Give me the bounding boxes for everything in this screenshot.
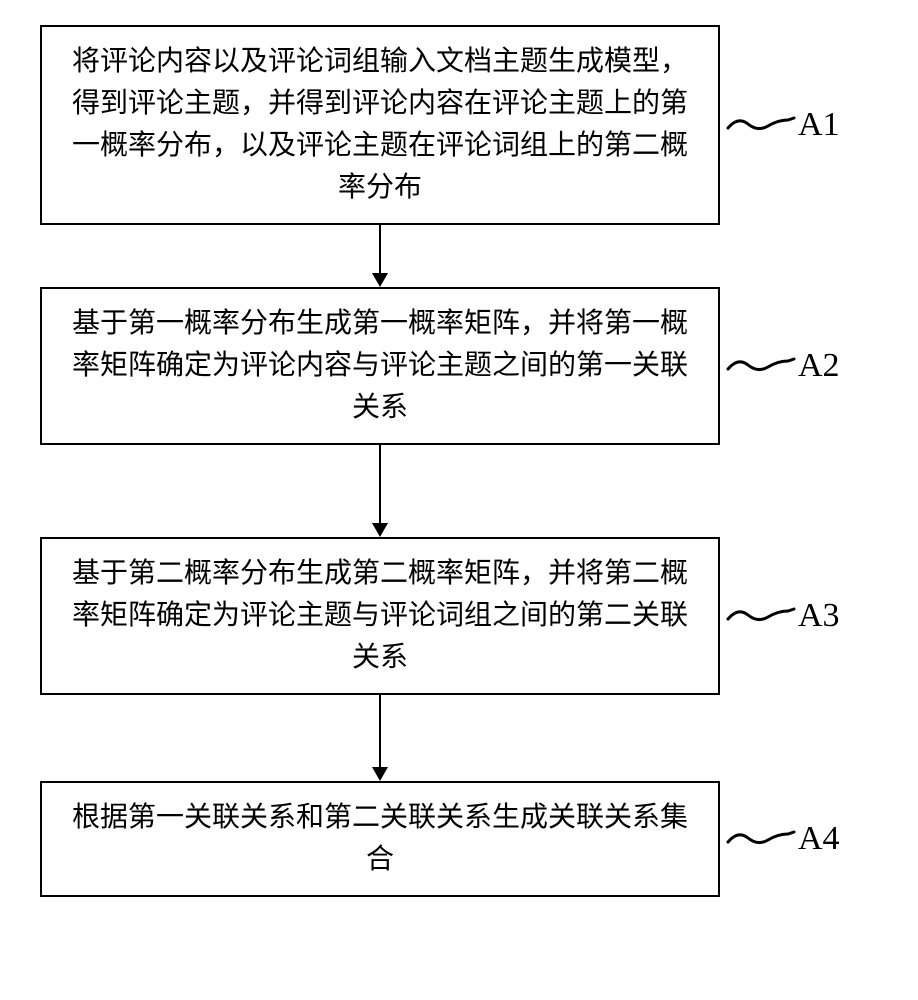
step-label-area: A4 <box>726 820 840 858</box>
flowchart-box: 基于第二概率分布生成第二概率矩阵，并将第二概率矩阵确定为评论主题与评论词组之间的… <box>40 537 720 695</box>
flowchart-step: 基于第二概率分布生成第二概率矩阵，并将第二概率矩阵确定为评论主题与评论词组之间的… <box>40 537 878 695</box>
flowchart-box: 根据第一关联关系和第二关联关系生成关联关系集合 <box>40 781 720 897</box>
squiggle-connector-icon <box>726 110 796 140</box>
step-text: 基于第二概率分布生成第二概率矩阵，并将第二概率矩阵确定为评论主题与评论词组之间的… <box>62 553 698 679</box>
flowchart-container: 将评论内容以及评论词组输入文档主题生成模型，得到评论主题，并得到评论内容在评论主… <box>40 25 878 897</box>
squiggle-connector-icon <box>726 351 796 381</box>
flowchart-step: 基于第一概率分布生成第一概率矩阵，并将第一概率矩阵确定为评论内容与评论主题之间的… <box>40 287 878 445</box>
step-label-area: A2 <box>726 347 840 385</box>
step-label: A2 <box>798 347 840 385</box>
flowchart-step: 根据第一关联关系和第二关联关系生成关联关系集合 A4 <box>40 781 878 897</box>
arrow-connector <box>40 695 720 781</box>
step-label: A4 <box>798 820 840 858</box>
step-text: 基于第一概率分布生成第一概率矩阵，并将第一概率矩阵确定为评论内容与评论主题之间的… <box>62 303 698 429</box>
arrow-down-icon <box>368 225 392 287</box>
arrow-connector <box>40 445 720 537</box>
step-text: 根据第一关联关系和第二关联关系生成关联关系集合 <box>62 797 698 881</box>
step-label: A3 <box>798 597 840 635</box>
step-label-area: A1 <box>726 106 840 144</box>
step-text: 将评论内容以及评论词组输入文档主题生成模型，得到评论主题，并得到评论内容在评论主… <box>62 41 698 209</box>
step-label-area: A3 <box>726 597 840 635</box>
arrow-connector <box>40 225 720 287</box>
squiggle-connector-icon <box>726 601 796 631</box>
squiggle-connector-icon <box>726 824 796 854</box>
flowchart-step: 将评论内容以及评论词组输入文档主题生成模型，得到评论主题，并得到评论内容在评论主… <box>40 25 878 225</box>
flowchart-box: 将评论内容以及评论词组输入文档主题生成模型，得到评论主题，并得到评论内容在评论主… <box>40 25 720 225</box>
arrow-down-icon <box>368 695 392 781</box>
step-label: A1 <box>798 106 840 144</box>
flowchart-box: 基于第一概率分布生成第一概率矩阵，并将第一概率矩阵确定为评论内容与评论主题之间的… <box>40 287 720 445</box>
arrow-down-icon <box>368 445 392 537</box>
